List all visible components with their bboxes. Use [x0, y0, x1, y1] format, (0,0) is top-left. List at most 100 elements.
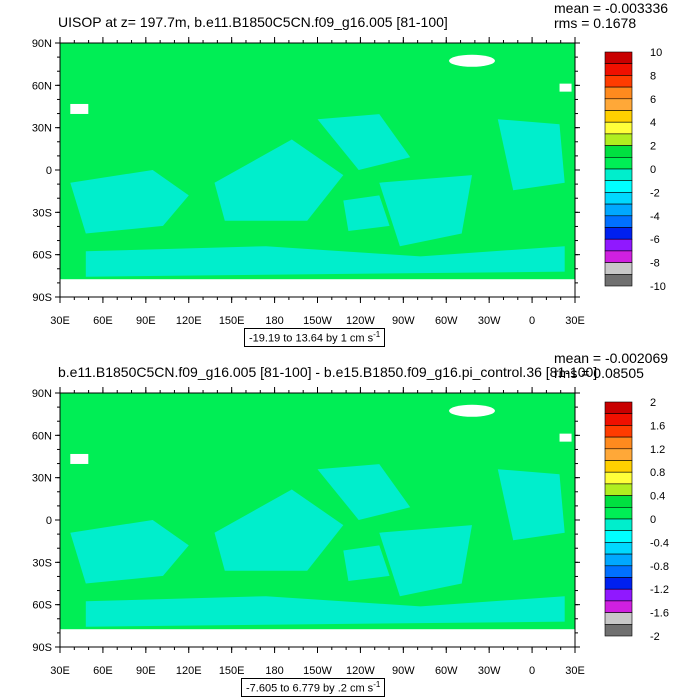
colorbar-label: 2 [650, 141, 656, 153]
colorbar-box [604, 145, 633, 158]
lon-tick-label: 150E [219, 665, 245, 677]
lon-tick-label: 120W [346, 665, 375, 677]
latitude-axis: 90N 60N 30N 0 30S 60S 90S [32, 38, 580, 304]
contour-range-text: -19.19 to 13.64 by 1 cm s [249, 332, 374, 345]
colorbar-label: 1.2 [650, 444, 665, 456]
field-region [379, 175, 472, 247]
colorbar: 10 8 6 4 2 0 -2 -4 -6 -8 -10 [604, 47, 666, 293]
field-region [70, 520, 189, 584]
lat-tick-label: 0 [46, 165, 52, 177]
colorbar-label: -2 [650, 187, 660, 199]
field-region [317, 114, 411, 170]
colorbar-box [604, 192, 633, 205]
lon-tick-label: 150W [303, 665, 332, 677]
field-region [317, 464, 411, 520]
colorbar-box [604, 51, 633, 64]
map-title: b.e11.B1850C5CN.f09_g16.005 [81-100] - b… [58, 364, 598, 380]
lon-tick-label: 90W [392, 665, 415, 677]
lon-tick-label: 60E [93, 315, 113, 327]
map-title: UISOP at z= 197.7m, b.e11.B1850C5CN.f09_… [58, 14, 448, 30]
colorbar-label: -6 [650, 234, 660, 246]
lat-tick-label: 90S [32, 292, 52, 304]
lon-tick-label: 30W [478, 315, 501, 327]
colorbar-box [604, 250, 633, 263]
colorbar-label: 10 [650, 47, 662, 59]
colorbar-box [604, 542, 633, 555]
colorbar-label: -1.2 [650, 584, 669, 596]
stats-block: mean = -0.003336 rms = 0.1678 [554, 1, 668, 31]
colorbar-label: -2 [650, 631, 660, 643]
field-region [214, 139, 344, 221]
lat-tick-label: 60S [32, 250, 52, 262]
lon-tick-label: 150E [219, 315, 245, 327]
antarctica-mask [60, 279, 575, 297]
greenland-mask [449, 54, 495, 67]
colorbar-box [604, 168, 633, 181]
colorbar-box [604, 98, 633, 111]
colorbar-box [604, 588, 633, 602]
lon-tick-label: 180 [265, 665, 283, 677]
stats-block: mean = -0.002069 rms = 0.08505 [554, 351, 668, 381]
colorbar-label: 0.8 [650, 467, 665, 479]
lon-tick-label: 90E [136, 665, 156, 677]
colorbar-box [604, 157, 633, 170]
contour-range-label: -19.19 to 13.64 by 1 cm s-1 [244, 328, 386, 347]
colorbar-label: -1.6 [650, 608, 669, 620]
field-region [70, 170, 189, 234]
colorbar-box [604, 495, 633, 508]
unit-exponent: -1 [373, 680, 381, 689]
colorbar-box [604, 203, 633, 217]
colorbar-box [604, 133, 633, 146]
colorbar-box [604, 612, 633, 625]
colorbar-label: 6 [650, 94, 656, 106]
lat-tick-label: 30S [32, 557, 52, 569]
contour-range-text: -7.605 to 6.779 by .2 cm s [246, 682, 374, 695]
latitude-axis: 90N 60N 30N 0 30S 60S 90S [32, 388, 580, 654]
island-mask [70, 453, 89, 464]
colorbar-box [604, 273, 633, 287]
colorbar-label: 2 [650, 397, 656, 409]
lon-tick-label: 30E [50, 315, 70, 327]
lat-tick-label: 30N [32, 123, 52, 135]
lat-tick-label: 30N [32, 473, 52, 485]
colorbar: 2 1.6 1.2 0.8 0.4 0 -0.4 -0.8 -1.2 -1.6 -2 [604, 397, 669, 643]
lon-tick-label: 90E [136, 315, 156, 327]
colorbar-box [604, 483, 633, 496]
lat-tick-label: 60S [32, 600, 52, 612]
field-region [497, 469, 565, 541]
colorbar-box [604, 471, 633, 485]
colorbar-box [604, 401, 633, 414]
lon-tick-label: 60E [93, 665, 113, 677]
lat-tick-label: 60N [32, 80, 52, 92]
lat-tick-label: 30S [32, 207, 52, 219]
lon-tick-label: 0 [529, 665, 535, 677]
colorbar-box [604, 565, 633, 578]
greenland-mask [449, 404, 495, 417]
lon-tick-label: 30E [50, 665, 70, 677]
colorbar-box [604, 436, 633, 450]
colorbar-label: -8 [650, 258, 660, 270]
map-field [59, 392, 576, 648]
rms-value: rms = 0.08505 [554, 365, 644, 381]
lon-tick-label: 90W [392, 315, 415, 327]
field-region [214, 489, 344, 571]
colorbar-box [604, 63, 633, 76]
island-mask [559, 83, 572, 92]
colorbar-label: 0 [650, 164, 656, 176]
map-panel-top: UISOP at z= 197.7m, b.e11.B1850C5CN.f09_… [32, 1, 668, 347]
field-region [343, 195, 390, 231]
colorbar-label: 8 [650, 70, 656, 82]
map-panel-bottom: b.e11.B1850C5CN.f09_g16.005 [81-100] - b… [0, 350, 700, 700]
colorbar-box [604, 262, 633, 275]
lat-tick-label: 90N [32, 388, 52, 400]
lon-tick-label: 60W [435, 315, 458, 327]
lon-tick-label: 30E [565, 315, 585, 327]
lat-tick-label: 0 [46, 515, 52, 527]
mean-value: mean = -0.003336 [554, 0, 669, 16]
colorbar-box [604, 460, 633, 473]
lat-tick-label: 60N [32, 430, 52, 442]
longitude-axis: 30E 60E 90E 120E 150E 180 150W 120W 90W 60W 30W 0 30… [50, 37, 585, 327]
map-field [59, 42, 576, 298]
colorbar-box [604, 448, 633, 461]
lon-tick-label: 30W [478, 665, 501, 677]
